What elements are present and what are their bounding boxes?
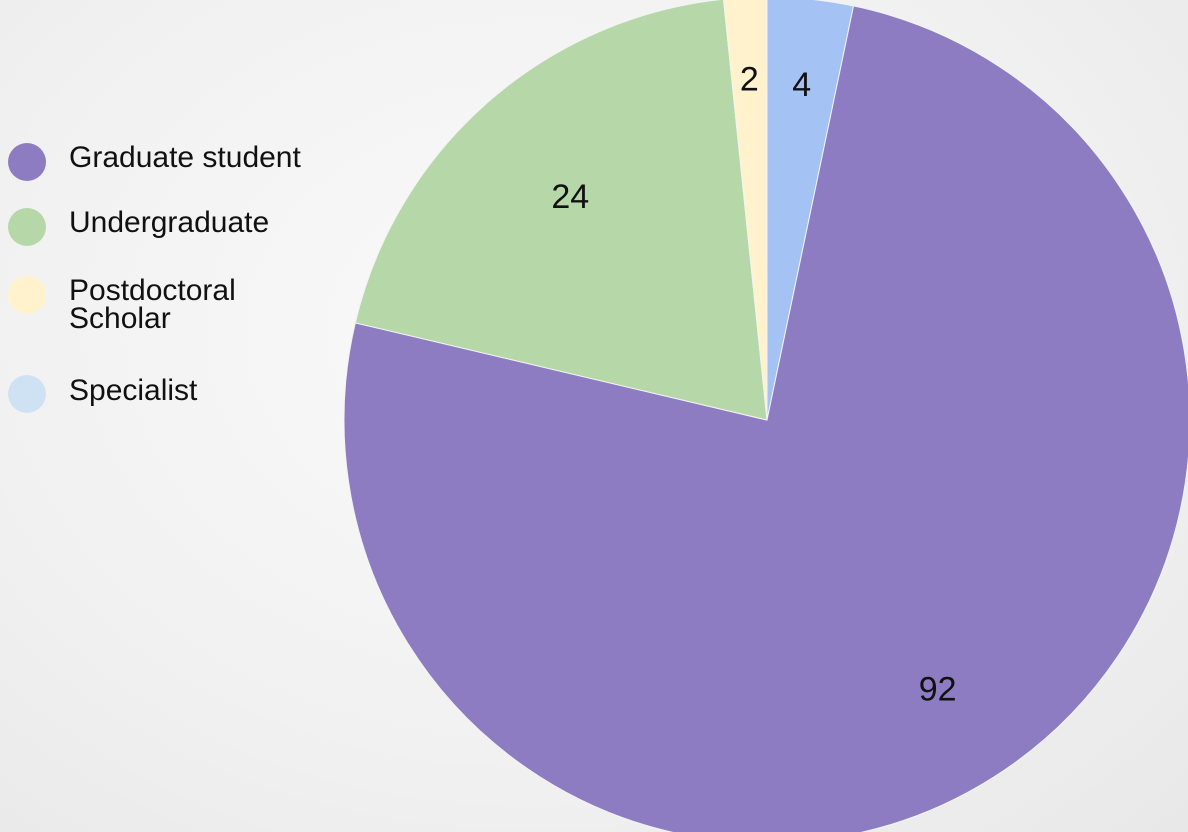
data-label-undergraduate: 24 xyxy=(551,178,589,216)
data-label-postdoctoral-scholar: 2 xyxy=(740,60,759,98)
data-label-specialist: 4 xyxy=(792,66,811,104)
data-label-graduate-student: 92 xyxy=(919,670,957,708)
